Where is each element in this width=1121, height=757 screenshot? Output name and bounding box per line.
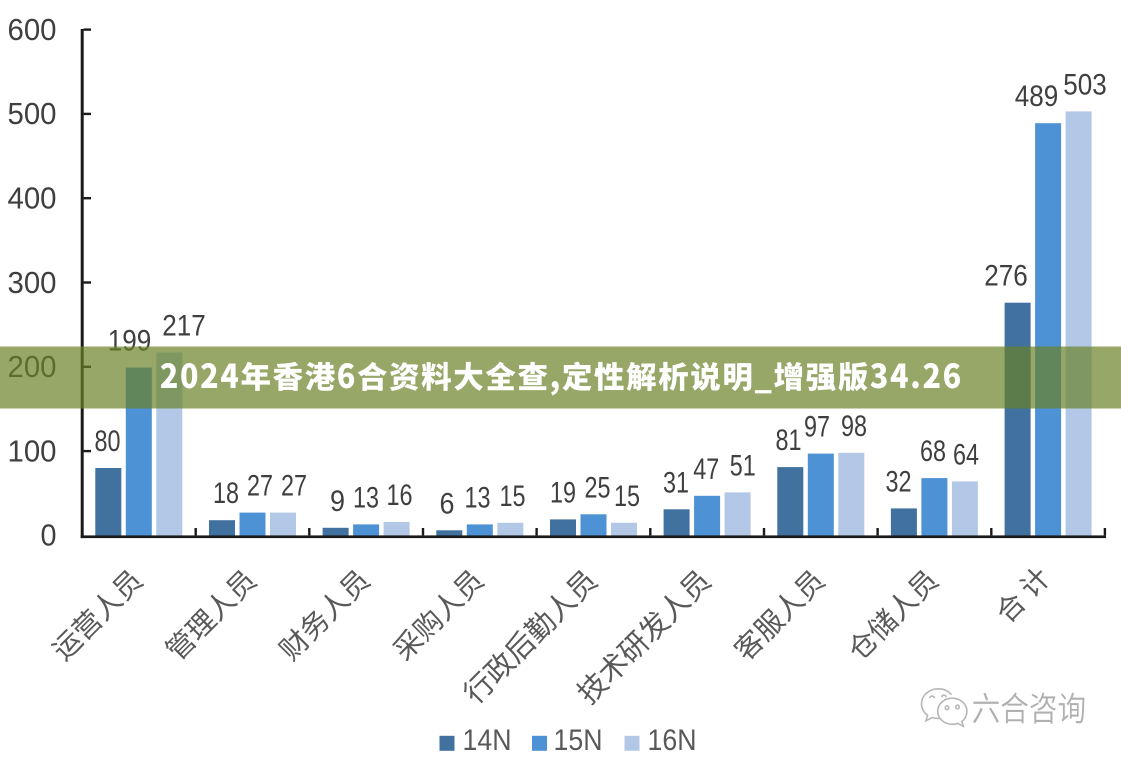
svg-text:600: 600 <box>8 12 57 47</box>
svg-text:276: 276 <box>984 260 1028 293</box>
svg-text:25: 25 <box>585 471 611 504</box>
svg-text:6: 6 <box>440 487 455 520</box>
svg-text:217: 217 <box>162 310 206 343</box>
svg-text:16N: 16N <box>648 724 697 757</box>
svg-text:13: 13 <box>465 481 491 514</box>
svg-text:27: 27 <box>281 470 307 503</box>
svg-text:400: 400 <box>8 181 57 216</box>
svg-text:47: 47 <box>693 453 719 486</box>
svg-text:500: 500 <box>8 96 57 131</box>
svg-text:13: 13 <box>353 481 379 514</box>
svg-text:27: 27 <box>247 470 273 503</box>
svg-text:32: 32 <box>886 465 912 498</box>
svg-text:51: 51 <box>730 449 756 482</box>
svg-text:503: 503 <box>1063 68 1107 101</box>
svg-text:31: 31 <box>663 466 689 499</box>
svg-text:14N: 14N <box>463 724 512 757</box>
svg-text:15: 15 <box>500 480 526 513</box>
svg-text:100: 100 <box>8 433 57 468</box>
svg-text:489: 489 <box>1015 80 1059 113</box>
svg-text:80: 80 <box>95 425 121 458</box>
svg-text:0: 0 <box>41 518 57 553</box>
svg-text:16: 16 <box>387 479 413 512</box>
svg-text:15: 15 <box>614 480 640 513</box>
svg-text:19: 19 <box>550 476 576 509</box>
svg-text:98: 98 <box>841 410 867 443</box>
svg-text:18: 18 <box>213 477 239 510</box>
svg-text:68: 68 <box>920 435 946 468</box>
svg-text:97: 97 <box>804 411 830 444</box>
svg-text:64: 64 <box>953 438 979 471</box>
svg-text:81: 81 <box>776 424 802 457</box>
svg-text:300: 300 <box>8 265 57 300</box>
svg-text:9: 9 <box>330 485 345 518</box>
svg-text:15N: 15N <box>554 724 603 757</box>
